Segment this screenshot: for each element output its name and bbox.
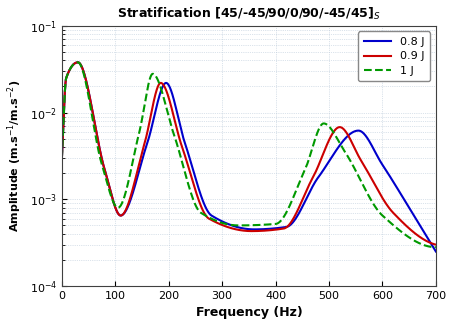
1 J (202, 213, 207, 217)
1 J (302, 167, 307, 171)
0.9 J (337, 125, 343, 129)
0.9 J (59, 156, 64, 160)
0.9 J (127, 197, 132, 201)
0.8 J (127, 200, 132, 203)
Title: Stratification [45/-45/90/0/90/-45/45]$_S$: Stratification [45/-45/90/0/90/-45/45]$_… (117, 6, 380, 22)
Y-axis label: Amplitude (m.s$^{-1}$/m.s$^{-2}$): Amplitude (m.s$^{-1}$/m.s$^{-2}$) (5, 80, 24, 232)
0.9 J (366, 173, 371, 177)
0.9 J (283, 226, 288, 229)
1 J (59, 156, 64, 160)
0.8 J (432, 250, 437, 254)
0.8 J (337, 142, 343, 146)
1 J (366, 195, 371, 199)
Line: 0.8 J: 0.8 J (62, 62, 435, 252)
0.8 J (302, 199, 307, 203)
0.9 J (432, 243, 437, 247)
0.8 J (366, 139, 371, 143)
1 J (127, 173, 132, 177)
Line: 0.9 J: 0.9 J (62, 62, 435, 245)
Legend: 0.8 J, 0.9 J, 1 J: 0.8 J, 0.9 J, 1 J (357, 32, 429, 82)
0.9 J (302, 192, 307, 196)
1 J (432, 245, 437, 249)
0.8 J (75, 60, 80, 64)
0.9 J (202, 212, 207, 216)
X-axis label: Frequency (Hz): Frequency (Hz) (195, 306, 302, 319)
0.8 J (59, 156, 64, 160)
0.8 J (202, 204, 207, 208)
1 J (75, 60, 80, 64)
1 J (337, 144, 343, 148)
1 J (283, 211, 288, 214)
0.9 J (75, 60, 80, 64)
Line: 1 J: 1 J (62, 62, 435, 247)
0.8 J (283, 225, 288, 229)
